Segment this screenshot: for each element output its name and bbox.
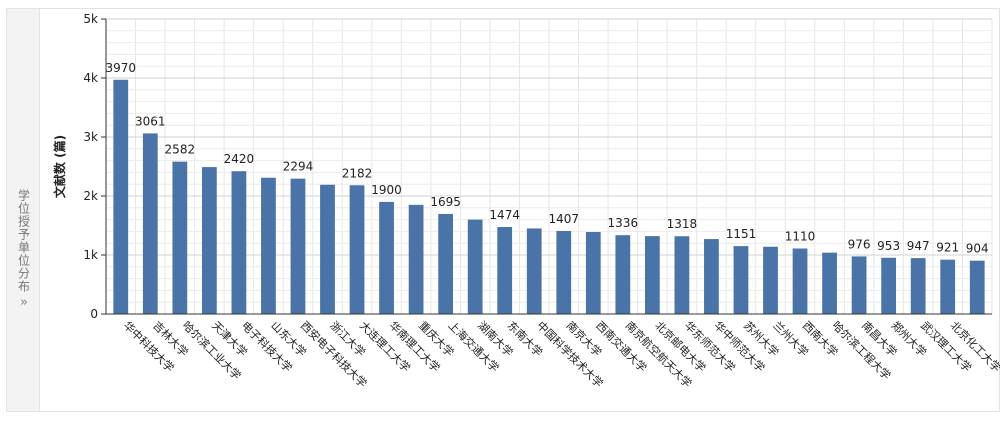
bar bbox=[526, 228, 542, 314]
y-tick-label: 3k bbox=[83, 130, 98, 144]
bar bbox=[851, 256, 867, 314]
double-chevron-right-icon[interactable]: » bbox=[20, 295, 28, 310]
bar-value-label: 921 bbox=[936, 241, 959, 255]
y-tick-label: 0 bbox=[90, 307, 98, 321]
bar-value-label: 1318 bbox=[667, 217, 698, 231]
y-tick-label: 2k bbox=[83, 189, 98, 203]
bar bbox=[438, 213, 454, 314]
bar bbox=[142, 133, 158, 314]
bar bbox=[467, 219, 483, 314]
bar-value-label: 1474 bbox=[489, 208, 520, 222]
bar bbox=[881, 257, 897, 314]
bar bbox=[733, 246, 749, 314]
bar-value-label: 3061 bbox=[135, 114, 166, 128]
bar-value-label: 1151 bbox=[726, 227, 757, 241]
bar bbox=[379, 201, 394, 314]
bar bbox=[320, 184, 335, 314]
bar bbox=[290, 178, 306, 314]
bar bbox=[940, 259, 956, 314]
bar bbox=[615, 235, 631, 314]
bar-value-label: 1695 bbox=[430, 195, 461, 209]
bar-value-label: 1900 bbox=[371, 183, 402, 197]
y-tick-label: 1k bbox=[83, 248, 98, 262]
chart-panel: 0 1k 2k 3k 4k 5k 文献数 (篇) 3970 华中科技大学 3061 吉林大学 2582… bbox=[40, 8, 1000, 412]
bar bbox=[792, 248, 808, 314]
y-axis-title: 文献数 (篇) bbox=[52, 135, 67, 198]
bar bbox=[910, 258, 926, 314]
bar-value-label: 953 bbox=[877, 239, 900, 253]
bar-value-label: 947 bbox=[907, 239, 930, 253]
bar bbox=[201, 167, 217, 314]
side-tab-label: 学位授予单位分布 bbox=[16, 189, 31, 293]
bar-value-label: 1336 bbox=[608, 216, 639, 230]
bar bbox=[822, 252, 837, 314]
bar bbox=[261, 177, 276, 314]
bar bbox=[497, 227, 513, 314]
y-tick-label: 4k bbox=[83, 71, 98, 85]
bar bbox=[231, 171, 247, 314]
bar bbox=[556, 230, 572, 314]
bar-value-label: 2582 bbox=[165, 143, 196, 157]
bar bbox=[585, 231, 601, 314]
bar bbox=[408, 204, 424, 314]
bar bbox=[763, 246, 778, 314]
bar-value-label: 1407 bbox=[548, 212, 579, 226]
bar bbox=[644, 236, 660, 314]
bar bbox=[172, 161, 188, 314]
bar-value-label: 2294 bbox=[283, 160, 314, 174]
bar-value-label: 1110 bbox=[785, 230, 816, 244]
y-tick-label: 5k bbox=[83, 12, 98, 26]
bar bbox=[674, 236, 690, 314]
bar-value-label: 3970 bbox=[105, 61, 136, 75]
bar-value-label: 904 bbox=[966, 242, 989, 256]
bar bbox=[969, 260, 985, 314]
bar-value-label: 2182 bbox=[342, 166, 373, 180]
bar bbox=[349, 185, 365, 314]
bar-value-label: 2420 bbox=[224, 152, 255, 166]
bar bbox=[113, 79, 129, 315]
bar-value-label: 976 bbox=[848, 237, 871, 251]
bar bbox=[704, 239, 719, 314]
side-collapse-tab[interactable]: 学位授予单位分布 » bbox=[6, 8, 40, 412]
